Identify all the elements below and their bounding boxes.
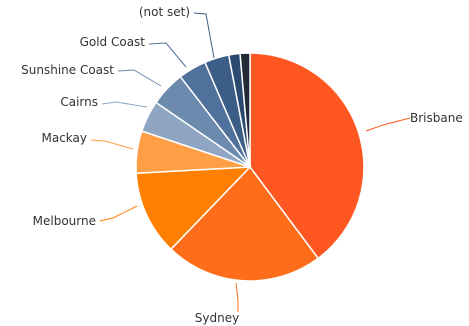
pie-label-sunshine-coast: Sunshine Coast (21, 63, 114, 77)
pie-slices (135, 52, 365, 282)
pie-slice-brisbane[interactable] (249, 52, 365, 260)
pie-connector-gold-coast (148, 42, 187, 68)
pie-label-not-set: (not set) (139, 5, 190, 19)
pie-connector-mackay (90, 139, 134, 150)
pie-label-mackay: Mackay (42, 131, 88, 145)
pie-connector-sunshine-coast (117, 69, 162, 87)
pie-label-connectors (90, 12, 411, 312)
pie-label-gold-coast: Gold Coast (80, 35, 146, 49)
pie-labels: Brisbane Sydney Melbourne Mackay Cairns Sunsh… (21, 5, 463, 325)
pie-connector-not-set (193, 12, 215, 59)
pie-label-cairns: Cairns (60, 95, 98, 109)
pie-slice-unlabeled-9[interactable] (239, 52, 251, 168)
pie-connector-melbourne (99, 205, 138, 222)
pie-connector-cairns (101, 101, 148, 108)
pie-slice-sydney[interactable] (169, 165, 320, 282)
pie-connector-sydney (235, 282, 239, 312)
pie-label-brisbane: Brisbane (410, 111, 463, 125)
pie-label-melbourne: Melbourne (33, 214, 96, 228)
pie-slice-melbourne[interactable] (135, 166, 252, 251)
pie-label-sydney: Sydney (195, 311, 239, 325)
pie-connector-brisbane (365, 117, 411, 132)
